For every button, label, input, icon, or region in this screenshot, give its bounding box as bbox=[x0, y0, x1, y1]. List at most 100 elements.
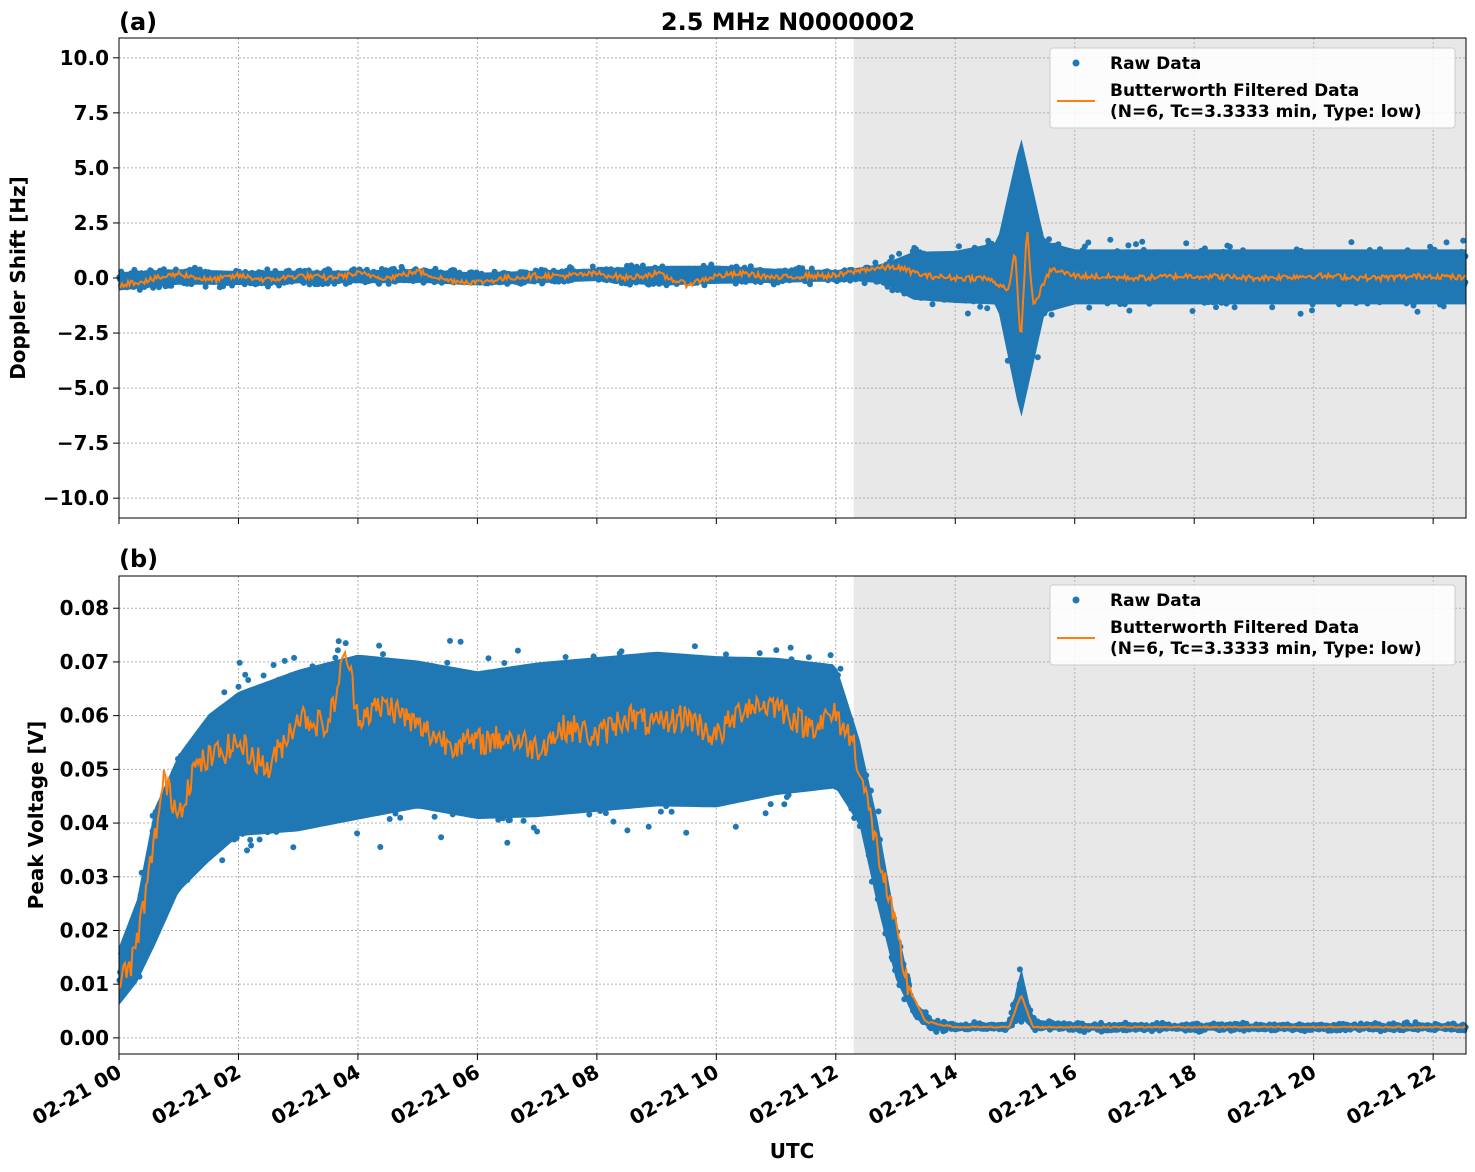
raw-point bbox=[397, 814, 404, 821]
raw-point bbox=[1297, 310, 1304, 317]
raw-point bbox=[1107, 236, 1114, 243]
y-tick-label: 0.0 bbox=[74, 266, 109, 290]
raw-point bbox=[514, 647, 521, 654]
raw-point bbox=[1414, 308, 1421, 315]
raw-point bbox=[645, 823, 652, 830]
raw-point bbox=[929, 301, 936, 308]
raw-point bbox=[1133, 241, 1139, 248]
raw-point bbox=[1125, 242, 1132, 249]
raw-point bbox=[956, 243, 962, 250]
raw-point bbox=[896, 250, 903, 257]
figure-title: 2.5 MHz N0000002 bbox=[661, 8, 915, 36]
raw-point bbox=[1309, 307, 1315, 314]
raw-point bbox=[444, 659, 451, 666]
raw-point bbox=[191, 264, 198, 271]
raw-point bbox=[668, 808, 675, 815]
raw-point bbox=[1085, 239, 1092, 246]
raw-point bbox=[1269, 304, 1276, 311]
raw-point bbox=[380, 651, 386, 658]
y-tick-label: 10.0 bbox=[60, 46, 109, 70]
raw-point bbox=[589, 263, 596, 270]
doppler-y-ticks: −10.0−7.5−5.0−2.50.02.55.07.510.0 bbox=[43, 46, 119, 510]
raw-point bbox=[485, 655, 492, 662]
y-tick-label: −5.0 bbox=[57, 376, 109, 400]
raw-point bbox=[767, 801, 774, 808]
raw-point bbox=[270, 662, 277, 668]
raw-point bbox=[1183, 240, 1190, 247]
raw-point bbox=[1231, 304, 1238, 311]
raw-point bbox=[805, 654, 812, 661]
raw-point bbox=[242, 671, 249, 678]
raw-point bbox=[236, 659, 243, 666]
raw-point bbox=[219, 857, 226, 864]
raw-point bbox=[457, 638, 464, 645]
voltage-panel: 0.000.010.020.030.040.050.060.070.08 02-… bbox=[24, 545, 1469, 1163]
raw-point bbox=[290, 844, 297, 851]
y-tick-label: 2.5 bbox=[74, 211, 109, 235]
raw-point bbox=[1086, 304, 1093, 311]
y-tick-label: −2.5 bbox=[57, 321, 109, 345]
raw-point bbox=[244, 847, 250, 854]
raw-point bbox=[534, 828, 541, 835]
raw-point bbox=[281, 657, 288, 664]
raw-point bbox=[256, 836, 263, 843]
raw-point bbox=[562, 654, 569, 660]
raw-point bbox=[964, 310, 971, 317]
raw-point bbox=[1189, 308, 1196, 314]
raw-point bbox=[762, 810, 769, 817]
y-tick-label: 7.5 bbox=[74, 101, 109, 125]
raw-point bbox=[781, 801, 788, 808]
raw-point bbox=[245, 677, 252, 683]
doppler-y-axis-label: Doppler Shift [Hz] bbox=[6, 176, 30, 380]
raw-point bbox=[247, 836, 254, 843]
raw-point bbox=[624, 827, 631, 834]
raw-point bbox=[260, 672, 267, 679]
raw-point bbox=[787, 644, 794, 651]
raw-point bbox=[1081, 243, 1088, 250]
raw-point bbox=[691, 643, 698, 650]
raw-point bbox=[1126, 307, 1133, 314]
raw-point bbox=[1046, 236, 1052, 243]
doppler-legend-raw-marker bbox=[1072, 59, 1080, 67]
raw-point bbox=[875, 808, 882, 815]
doppler-x-ticks bbox=[118, 518, 1434, 524]
raw-point bbox=[610, 818, 617, 825]
raw-point bbox=[1034, 354, 1041, 361]
raw-point bbox=[1213, 304, 1219, 311]
panel-label-a: (a) bbox=[119, 8, 157, 36]
raw-point bbox=[386, 816, 393, 822]
doppler-legend: Raw Data Butterworth Filtered Data (N=6,… bbox=[1049, 47, 1456, 129]
doppler-legend-raw-label: Raw Data bbox=[1110, 54, 1201, 74]
raw-point bbox=[837, 665, 844, 672]
raw-point bbox=[732, 823, 739, 830]
raw-point bbox=[618, 648, 625, 655]
raw-point bbox=[354, 830, 361, 837]
raw-point bbox=[334, 647, 341, 654]
raw-point bbox=[235, 683, 242, 690]
raw-point bbox=[1348, 239, 1355, 246]
raw-point bbox=[984, 305, 991, 312]
raw-point bbox=[1460, 237, 1467, 244]
doppler-panel: −10.0−7.5−5.0−2.50.02.55.07.510.0 (a) 2.… bbox=[6, 8, 1469, 524]
raw-point bbox=[1048, 311, 1055, 318]
raw-point bbox=[773, 647, 780, 654]
raw-point bbox=[342, 640, 349, 647]
raw-point bbox=[377, 844, 384, 850]
raw-point bbox=[335, 638, 342, 645]
y-tick-label: −10.0 bbox=[43, 486, 109, 510]
raw-point bbox=[504, 839, 511, 846]
raw-point bbox=[431, 813, 438, 820]
doppler-legend-filtered-label-1: Butterworth Filtered Data bbox=[1110, 81, 1359, 101]
raw-point bbox=[1443, 239, 1450, 246]
raw-point bbox=[501, 660, 508, 666]
raw-point bbox=[827, 652, 834, 659]
raw-point bbox=[202, 283, 209, 290]
y-tick-label: 5.0 bbox=[74, 156, 109, 180]
doppler-legend-filtered-label-2: (N=6, Tc=3.3333 min, Type: low) bbox=[1110, 102, 1422, 122]
raw-point bbox=[520, 817, 527, 824]
raw-point bbox=[977, 303, 984, 310]
raw-point bbox=[888, 254, 895, 261]
raw-point bbox=[756, 650, 763, 657]
raw-point bbox=[438, 834, 445, 841]
